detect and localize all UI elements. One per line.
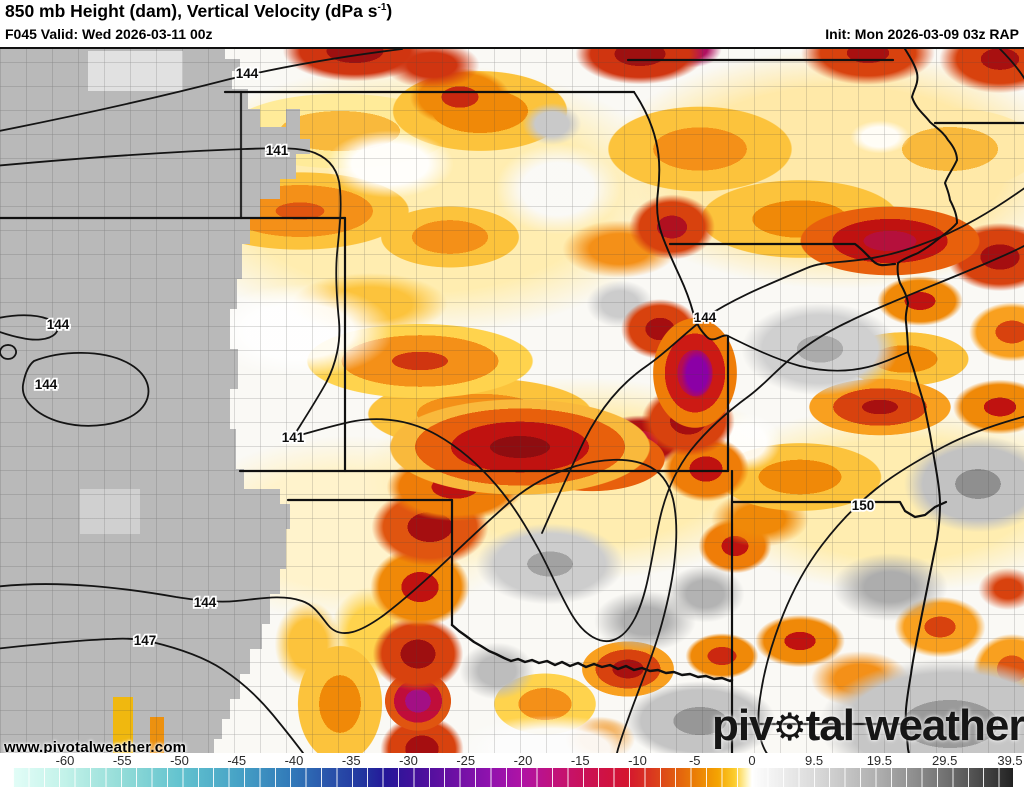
- colorbar-tick: -15: [570, 753, 590, 768]
- contour-label: 147: [134, 633, 157, 648]
- colorbar-tick: 29.5: [932, 753, 958, 768]
- nodata-region-layer: [0, 49, 310, 759]
- colorbar-tick: -25: [456, 753, 476, 768]
- pivotal-weather-logo: piv⚙tal weather: [712, 701, 1024, 751]
- watermark-url: www.pivotalweather.com: [4, 739, 187, 756]
- contour-labels: 144 141 144 144 141 144 150 144 147: [33, 64, 876, 650]
- missouri-river-ne-ia: [633, 91, 729, 341]
- state-borders: [0, 49, 1024, 759]
- colorbar-tick: 39.5: [997, 753, 1023, 768]
- contour-label: 144: [236, 66, 259, 81]
- colorbar-tick: -10: [628, 753, 647, 768]
- contour-label: 144: [194, 595, 217, 610]
- mississippi-river: [896, 49, 958, 759]
- title-superscript: -1: [377, 2, 387, 14]
- contour-label: 144: [694, 310, 717, 325]
- colorbar-tick: -40: [284, 753, 304, 768]
- missouri-river-mo: [727, 335, 909, 372]
- valid-time-label: F045 Valid: Wed 2026-03-11 00z: [5, 26, 213, 42]
- page-title: 850 mb Height (dam), Vertical Velocity (…: [5, 1, 392, 22]
- contour-label: 144: [47, 317, 70, 332]
- colorbar-scale: [13, 768, 1013, 787]
- colorbar-tick: -30: [399, 753, 418, 768]
- colorbar-tick: -50: [170, 753, 189, 768]
- forecast-map: 144 141 144 144 141 144 150 144 147 www.pivotalw…: [0, 47, 1024, 759]
- contour-label: 144: [35, 377, 58, 392]
- colorbar-tick: -60: [55, 753, 75, 768]
- contour-label: 150: [852, 498, 875, 513]
- title-text: 850 mb Height (dam), Vertical Velocity (…: [5, 1, 378, 21]
- colorbar-tick: 0: [748, 753, 756, 768]
- colorbar-tick: -55: [112, 753, 132, 768]
- red-river-border: [450, 623, 734, 683]
- colorbar-tick: -5: [688, 753, 701, 768]
- contour-label: 141: [282, 430, 305, 445]
- colorbar-tick: -20: [513, 753, 533, 768]
- colorbar-tick: 19.5: [866, 753, 893, 768]
- contour-label: 141: [266, 143, 289, 158]
- colorbar-tick: -35: [341, 753, 361, 768]
- logo-text-tal-weather: tal weather: [805, 701, 1024, 750]
- logo-text-piv: piv: [712, 701, 774, 750]
- height-contours: [0, 49, 1024, 759]
- county-borders-grid: [0, 49, 1024, 759]
- colorbar-tick-labels: -60 -55 -50 -45 -40 -35 -30 -25 -20 -15 -10 -5 0 9.5 1…: [0, 753, 1024, 768]
- colorbar-footer: -60 -55 -50 -45 -40 -35 -30 -25 -20 -15 -10 -5 0 9.5 1…: [0, 753, 1024, 791]
- colorbar-tick: -45: [227, 753, 247, 768]
- map-lines-layer: 144 141 144 144 141 144 150 144 147: [0, 49, 1024, 759]
- title-close-paren: ): [386, 1, 393, 21]
- gear-icon: ⚙: [772, 707, 807, 749]
- init-time-label: Init: Mon 2026-03-09 03z RAP: [825, 26, 1019, 42]
- colorbar-tick: 9.5: [805, 753, 824, 768]
